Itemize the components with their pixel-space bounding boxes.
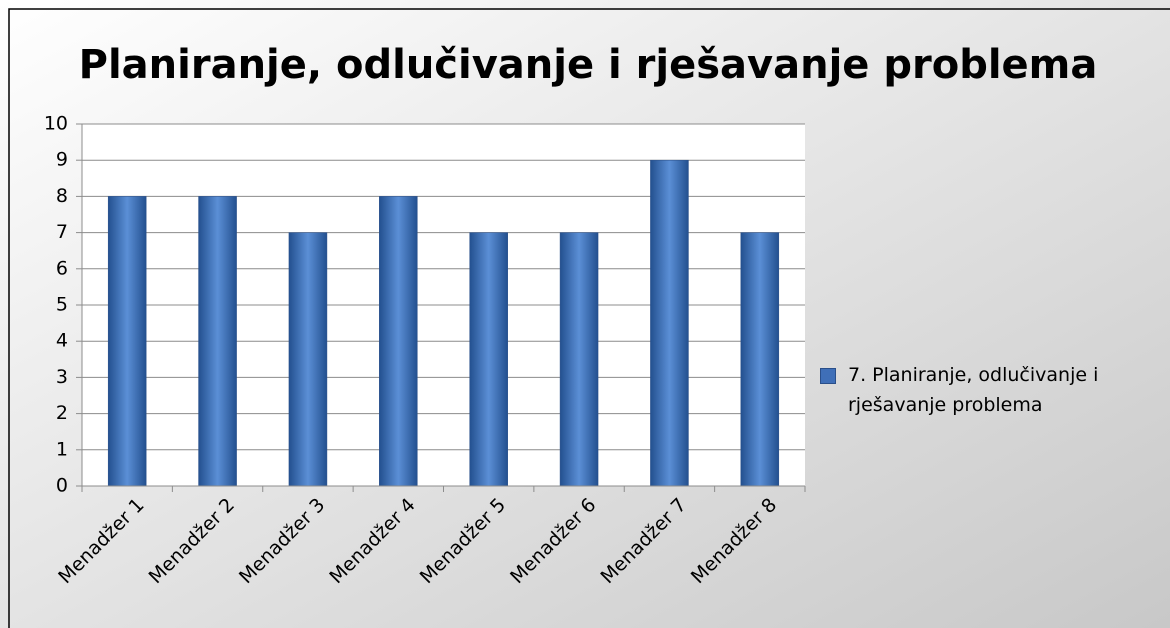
bar	[650, 159, 689, 487]
bar	[107, 196, 147, 487]
bar	[559, 232, 599, 487]
chart-title: Planiranje, odlučivanje i rješavanje pro…	[79, 42, 1098, 88]
bar	[469, 232, 508, 487]
y-tick-label: 0	[56, 475, 68, 497]
y-tick-label: 8	[56, 185, 68, 207]
y-tick-label: 7	[56, 221, 68, 243]
bar	[288, 232, 328, 487]
y-tick-label: 3	[56, 366, 68, 388]
y-tick-label: 9	[56, 149, 68, 171]
legend-label: 7. Planiranje, odlučivanje i rješavanje …	[848, 364, 1099, 416]
bar	[379, 196, 418, 487]
border	[8, 8, 1170, 628]
y-tick-label: 4	[56, 330, 68, 352]
y-tick-label: 6	[56, 257, 68, 279]
y-tick-label: 1	[56, 438, 68, 460]
y-tick-label: 5	[56, 294, 68, 316]
bar	[740, 232, 780, 487]
y-tick-label: 10	[44, 113, 68, 135]
legend-swatch	[820, 368, 836, 384]
y-tick-label: 2	[56, 402, 68, 424]
bar	[198, 196, 237, 487]
